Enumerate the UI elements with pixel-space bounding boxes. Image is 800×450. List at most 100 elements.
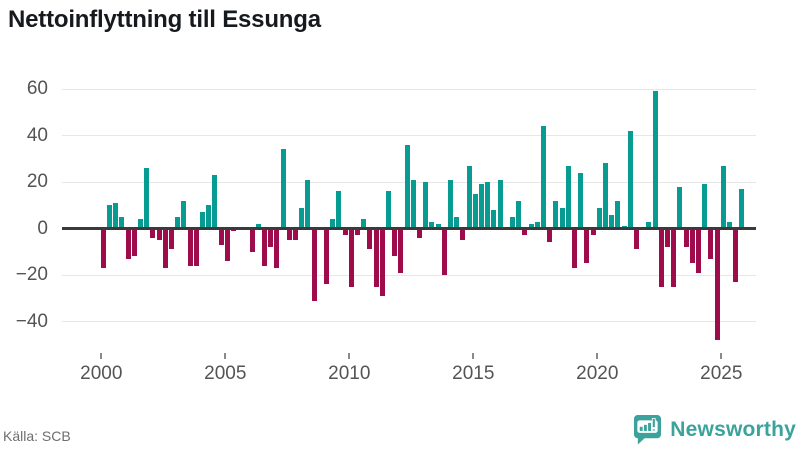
x-tick-2025 [720,353,723,359]
bar-q33 [305,179,311,229]
bar-q102 [733,228,739,282]
bar-q103 [739,188,745,229]
bar-q44 [373,228,379,287]
bar-q80 [596,207,602,229]
bar-q11 [169,228,174,250]
x-axis-label: 2000 [80,363,123,384]
source-label: Källa: SCB [3,428,71,444]
bar-q81 [603,163,608,229]
bar-q83 [615,200,621,229]
bar-q40 [348,228,354,287]
x-axis-label: 2010 [328,363,371,384]
x-axis-label: 2020 [576,363,619,384]
bar-q17 [206,205,212,229]
bar-q95 [689,228,695,264]
bar-q62 [485,182,491,229]
x-tick-2010 [348,353,351,359]
bar-q2 [113,202,119,229]
x-axis-label: 2005 [204,363,247,384]
x-tick-2020 [596,353,599,359]
bar-q32 [299,207,305,229]
bar-q69 [528,223,534,229]
newsworthy-brand: Newsworthy [633,414,796,445]
bar-q88 [646,221,652,229]
bar-q0 [100,228,106,269]
bar-q52 [423,182,429,229]
bar-q36 [324,228,329,285]
bar-q16 [200,212,205,229]
bar-q49 [404,144,410,229]
bar-q15 [193,228,199,266]
gridline-y60 [62,88,756,90]
bar-q38 [336,191,342,229]
bar-q70 [534,221,540,229]
y-axis-label: 20 [26,171,48,192]
bar-q98 [708,228,714,259]
bar-q39 [342,228,348,236]
bar-q56 [448,179,453,229]
bar-q34 [311,228,317,301]
bar-q25 [255,223,261,229]
bar-q91 [665,228,670,248]
bar-q96 [696,228,701,273]
bar-q100 [720,165,726,229]
x-axis-label: 2025 [700,363,743,384]
bar-q93 [677,186,683,229]
bar-q94 [683,228,689,248]
bar-q43 [367,228,373,250]
bar-q37 [330,219,336,229]
bar-q13 [181,200,187,229]
newsworthy-wordmark: Newsworthy [670,417,796,441]
bar-q7 [144,168,150,229]
gridline-y-40 [62,321,756,322]
zero-line [62,227,756,230]
y-axis-label: 0 [37,217,48,239]
bar-q48 [398,228,404,273]
bar-q75 [565,165,571,229]
chart-title: Nettoinflyttning till Essunga [8,6,321,33]
bar-q68 [522,228,528,236]
bar-q20 [224,228,230,262]
bar-q78 [584,228,590,264]
bar-q14 [187,228,193,266]
bar-q97 [702,184,708,229]
bar-q86 [634,228,639,250]
bar-q76 [572,228,577,269]
bar-q55 [441,228,447,275]
bar-q61 [479,184,484,229]
bar-q8 [150,228,156,238]
bar-q99 [714,228,720,341]
bar-q92 [671,228,677,287]
bar-q27 [268,228,274,248]
x-axis-label: 2015 [452,363,495,384]
x-tick-2015 [472,353,475,359]
bar-q63 [491,209,497,229]
bar-q64 [497,179,503,229]
bar-q41 [355,228,360,236]
bar-q58 [460,228,466,241]
bar-q57 [454,216,460,229]
bar-q85 [627,130,633,229]
bar-q71 [541,126,546,229]
bar-q18 [212,175,218,229]
bar-q50 [410,179,416,229]
bar-q3 [119,216,125,229]
bar-q101 [727,221,732,229]
bar-q54 [435,223,441,229]
bar-q90 [658,228,664,287]
x-tick-2000 [100,353,103,359]
x-tick-2005 [224,353,227,359]
bar-q9 [156,228,162,241]
bar-q24 [249,228,255,252]
bar-q5 [131,228,137,257]
bar-q79 [590,228,596,236]
bar-q29 [280,149,286,229]
bar-q51 [417,228,422,238]
bar-q60 [472,193,478,229]
bar-q26 [262,228,267,266]
bar-q6 [138,219,143,229]
bar-q47 [392,228,398,257]
bar-q53 [429,221,435,229]
bar-q89 [652,91,658,229]
bar-q28 [274,228,280,269]
